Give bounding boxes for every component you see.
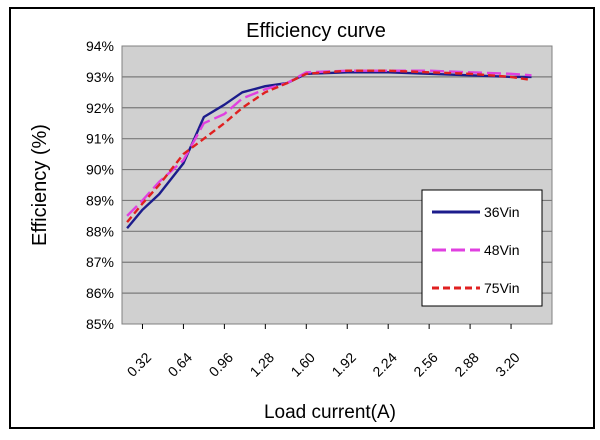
series-line-36vin: [126, 71, 532, 229]
series-layer: [126, 69, 532, 229]
legend-label-75vin: 75Vin: [484, 280, 520, 296]
y-tick-label: 86%: [86, 285, 114, 301]
y-tick-label: 88%: [86, 223, 114, 239]
y-tick-label: 85%: [86, 316, 114, 332]
y-tick-label: 92%: [86, 100, 114, 116]
series-line-75vin: [126, 69, 532, 223]
legend-box: [421, 189, 543, 307]
y-tick-label: 87%: [86, 254, 114, 270]
y-tick-label: 90%: [86, 162, 114, 178]
chart-title: Efficiency curve: [246, 20, 386, 42]
y-tick-labels: 85% 86% 87% 88% 89% 90% 91% 92% 93% 94%: [86, 38, 114, 332]
legend-label-36vin: 36Vin: [484, 204, 520, 220]
y-tick-label: 94%: [86, 38, 114, 54]
y-axis-label: Efficiency (%): [29, 124, 51, 246]
x-axis-label: Load current(A): [264, 402, 396, 423]
y-tick-label: 93%: [86, 69, 114, 85]
y-tick-label: 91%: [86, 131, 114, 147]
y-tick-label: 89%: [86, 192, 114, 208]
legend: 36Vin 48Vin 75Vin: [421, 189, 543, 307]
legend-label-48vin: 48Vin: [484, 242, 520, 258]
legend-items: 36Vin 48Vin 75Vin: [432, 204, 520, 296]
